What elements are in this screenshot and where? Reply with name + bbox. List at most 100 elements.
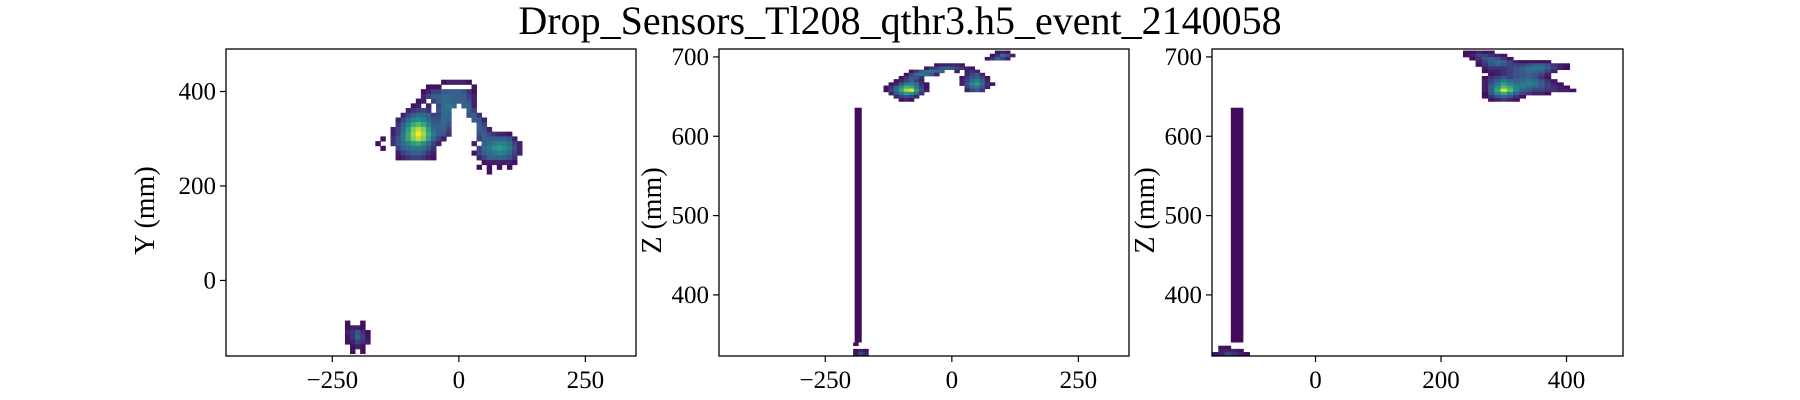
yz-heatmap-cell [1550, 63, 1558, 67]
yz-heatmap-cell [1481, 60, 1489, 64]
xy-heatmap-cell [425, 93, 432, 99]
xy-heatmap-cell [415, 117, 422, 123]
yz-heatmap-cell [1230, 352, 1238, 356]
xy-heatmap-cell [425, 122, 432, 128]
xy-heatmap-cell [344, 339, 351, 345]
y-tick-label: 500 [1165, 203, 1203, 230]
xz-heatmap-cell [888, 91, 895, 96]
xy-heatmap-cell [436, 122, 442, 128]
yz-heatmap-cell [1519, 82, 1527, 86]
xz-heatmap-cell [994, 53, 1001, 58]
yz-heatmap-cell [1506, 98, 1514, 102]
xy-heatmap-cell [506, 131, 513, 137]
xz-heatmap-cell [934, 72, 940, 77]
yz-heatmap-cell [1494, 75, 1502, 80]
yz-heatmap-cell [1500, 63, 1508, 67]
xy-heatmap-cell [425, 126, 432, 133]
xz-heatmap-cell [964, 69, 970, 74]
yz-heatmap-cell [1506, 75, 1514, 80]
xy-axes-frame [225, 48, 637, 357]
xz-heatmap-cell [969, 85, 976, 90]
xy-heatmap-cell [410, 136, 417, 142]
xy-heatmap-cell [476, 117, 483, 123]
xy-heatmap-cell [431, 136, 437, 142]
xz-heatmap-cell [918, 75, 925, 80]
xy-heatmap-cell [344, 325, 351, 331]
yz-heatmap-cell [1519, 72, 1527, 77]
xy-heatmap-cell [395, 145, 402, 151]
xy-heatmap-cell [446, 103, 452, 109]
xy-heatmap-cell [350, 330, 356, 336]
xy-heatmap-cell [395, 155, 402, 161]
xz-heatmap-cell [918, 82, 925, 86]
xy-heatmap-cell [491, 155, 498, 161]
xy-heatmap-cell [461, 79, 467, 85]
xy-heatmap-cell [517, 145, 523, 151]
xz-heatmap-cell [969, 66, 976, 71]
xy-heatmap-cell [471, 84, 477, 90]
yz-heatmap-cell [1481, 69, 1489, 74]
xz-heatmap-cell [969, 79, 976, 83]
xz-heatmap-cell [863, 348, 869, 353]
yz-heatmap-cell [1544, 88, 1552, 93]
xy-heatmap-cell [481, 141, 488, 147]
yz-heatmap-cell [1519, 91, 1527, 96]
xz-heatmap-cell [994, 56, 1001, 61]
x-tick-label: −250 [799, 367, 851, 394]
xy-heatmap-cell [476, 131, 483, 137]
xz-heatmap-cell [893, 95, 900, 99]
yz-y-ticks: 400 500 600 700 [1165, 44, 1212, 309]
xy-heatmap-cell [481, 117, 488, 123]
xy-heatmap-cell [420, 112, 427, 118]
yz-heatmap-cell [1544, 66, 1552, 71]
xy-heatmap-cell [506, 164, 513, 170]
yz-heatmap-cell [1550, 82, 1558, 86]
xy-heatmap-cell [415, 145, 422, 151]
xz-heatmap-cell [893, 82, 900, 86]
xz-heatmap-cell [913, 75, 920, 80]
yz-heatmap-cell [1538, 82, 1545, 86]
xz-heatmap-cell [888, 85, 895, 90]
xy-heatmap-cell [350, 334, 356, 340]
x-tick-label: 400 [1548, 367, 1586, 394]
xy-heatmap-cell [471, 117, 477, 123]
xy-heatmap-cell [446, 79, 452, 85]
xz-heatmap-cell [913, 85, 920, 90]
yz-heatmap-cell [1506, 66, 1514, 71]
yz-heatmap-cell [1494, 63, 1502, 67]
yz-heatmap-cell [1494, 66, 1502, 71]
yz-heatmap-cell [1557, 85, 1564, 90]
yz-heatmap-cell [1237, 352, 1244, 356]
xy-heatmap-cell [360, 348, 366, 355]
yz-heatmap-cell [1218, 345, 1225, 350]
xz-heatmap-cell [903, 95, 910, 99]
yz-heatmap-cell [1544, 72, 1552, 77]
xy-heatmap-cell [420, 145, 427, 151]
yz-heatmap-cell [1500, 91, 1508, 96]
xz-heatmap-cell [898, 95, 905, 99]
xy-heatmap-cell [511, 150, 518, 156]
xy-heatmap-cell [496, 150, 503, 156]
yz-heatmap-cell [1481, 95, 1489, 99]
xz-heatmap-cell [913, 79, 920, 83]
xy-heatmap-cell [350, 339, 356, 345]
yz-heatmap-cell [1532, 66, 1539, 71]
yz-heatmap-cell [1494, 88, 1502, 93]
xz-heatmap-cell [924, 72, 930, 77]
y-tick-label: 600 [672, 123, 710, 150]
xz-heatmap-cell [964, 88, 970, 93]
xy-heatmap-cell [441, 103, 447, 109]
xy-heatmap-cell [431, 150, 437, 156]
yz-heatmap-cell [1519, 75, 1527, 80]
yz-heatmap-cell [1500, 72, 1508, 77]
xy-heatmap-cell [360, 325, 366, 331]
xy-heatmap-cell [431, 89, 437, 95]
xy-heatmap-cell [405, 117, 412, 123]
xz-heatmap-cell [903, 88, 910, 93]
yz-heatmap-cell [1532, 88, 1539, 93]
xz-heatmap-cell [954, 63, 960, 67]
y-tick-label: 400 [672, 282, 710, 309]
xy-heatmap-cell [436, 98, 442, 104]
xz-heatmap-cell [1004, 53, 1011, 58]
xz-heatmap-cell [893, 91, 900, 96]
